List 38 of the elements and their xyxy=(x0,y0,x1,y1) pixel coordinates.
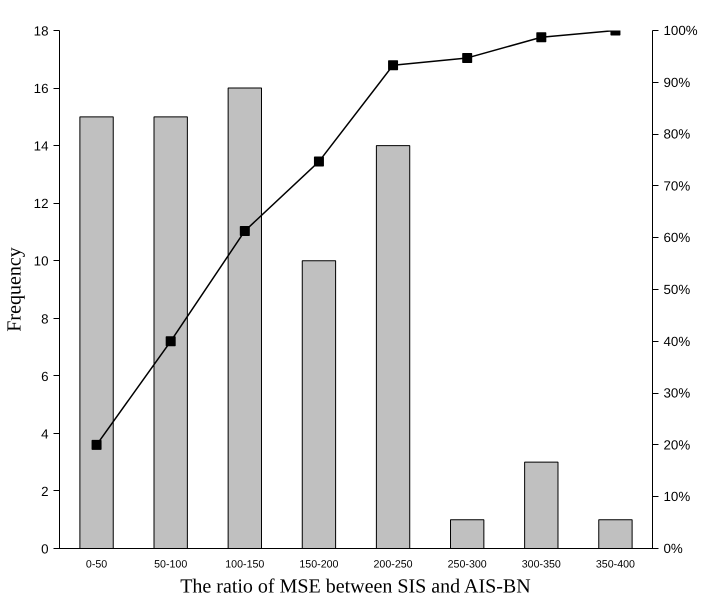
y2-tick-label: 40% xyxy=(664,334,690,349)
y2-tick-label: 0% xyxy=(664,541,683,556)
x-tick-label: 100-150 xyxy=(225,558,264,570)
x-tick-label: 0-50 xyxy=(86,558,108,570)
x-tick-label: 350-400 xyxy=(596,558,636,570)
x-tick-label: 250-300 xyxy=(448,558,487,570)
y-axis-title: Frequency xyxy=(4,247,26,332)
x-tick-label: 150-200 xyxy=(299,558,339,570)
y-tick-label: 16 xyxy=(34,81,49,96)
x-tick-label: 200-250 xyxy=(374,558,413,570)
y2-tick-label: 60% xyxy=(664,230,690,246)
y-tick-label: 14 xyxy=(34,138,50,154)
x-axis-title: The ratio of MSE between SIS and AIS-BN xyxy=(180,576,531,598)
point xyxy=(462,52,472,63)
point xyxy=(92,440,102,450)
point xyxy=(314,156,324,167)
y2-tick-label: 30% xyxy=(664,386,690,401)
y-tick-label: 8 xyxy=(41,311,49,326)
x-tick-label: 50-100 xyxy=(154,558,188,570)
y2-tick-label: 50% xyxy=(664,282,690,297)
x-tick-label: 300-350 xyxy=(522,558,561,570)
y-tick-label: 0 xyxy=(41,542,49,556)
y2-tick-label: 10% xyxy=(664,489,690,504)
y-tick-label: 2 xyxy=(41,484,49,499)
point xyxy=(166,336,176,346)
y2-tick-label: 90% xyxy=(664,74,690,90)
y-tick-label: 4 xyxy=(41,426,50,442)
y-tick-label: 10 xyxy=(34,254,49,269)
y2-tick-label: 20% xyxy=(664,437,690,452)
y2-tick-label: 70% xyxy=(664,178,690,194)
y-tick-label: 12 xyxy=(34,196,49,212)
point xyxy=(388,60,398,70)
y2-tick-label: 100% xyxy=(664,23,698,38)
y-tick-label: 6 xyxy=(41,368,49,384)
y-tick-label: 18 xyxy=(34,24,49,38)
point xyxy=(240,226,250,236)
point xyxy=(536,32,546,42)
y2-tick-label: 80% xyxy=(664,126,690,142)
